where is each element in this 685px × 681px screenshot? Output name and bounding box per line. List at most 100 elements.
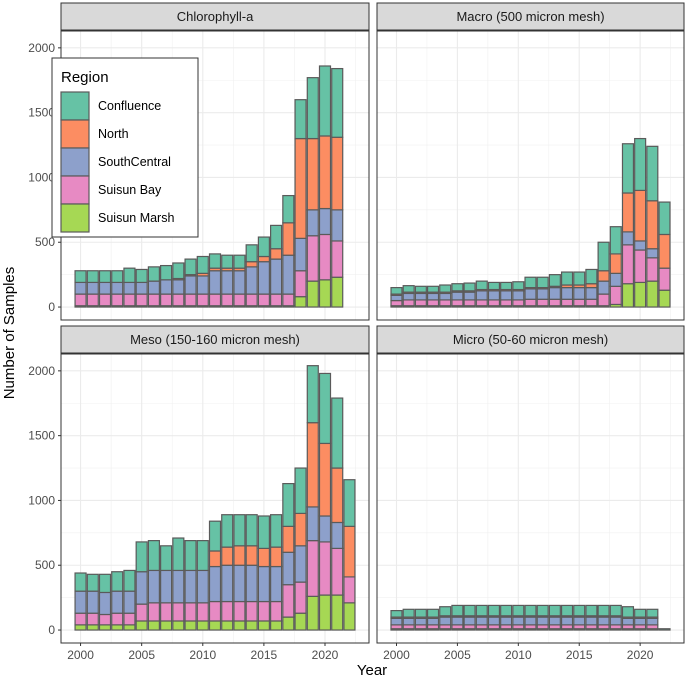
bar-segment xyxy=(123,569,136,592)
facet-strip xyxy=(376,325,685,354)
bar-segment xyxy=(257,236,270,258)
bar-segment xyxy=(318,372,332,445)
bar-segment xyxy=(111,624,124,631)
bar-segment xyxy=(245,261,258,268)
bar-segment xyxy=(135,571,148,605)
bar-segment xyxy=(98,613,112,626)
bar-segment xyxy=(123,624,136,631)
bar-segment xyxy=(439,284,452,293)
bar-segment xyxy=(270,600,283,622)
bar-segment xyxy=(257,515,270,549)
bar-segment xyxy=(621,231,635,246)
bar-segment xyxy=(282,254,295,295)
bar-segment xyxy=(463,616,476,626)
legend-label: North xyxy=(98,127,129,141)
bar-segment xyxy=(414,285,427,293)
bar-segment xyxy=(331,521,344,549)
bar-segment xyxy=(634,249,647,284)
y-tick-label: 1000 xyxy=(28,493,55,507)
bar-segment xyxy=(172,620,185,631)
bar-segment xyxy=(439,292,452,301)
bar-segment xyxy=(221,270,234,295)
bar-segment xyxy=(294,270,307,298)
bar-segment xyxy=(500,616,513,626)
bar-segment xyxy=(597,270,610,282)
x-tick-label: 2010 xyxy=(189,648,216,662)
y-axis-title: Number of Samples xyxy=(1,267,18,400)
bar-segment xyxy=(646,200,659,250)
bar-segment xyxy=(172,537,185,572)
bar-segment xyxy=(74,612,87,626)
bar-segment xyxy=(172,262,185,280)
bar-segment xyxy=(208,620,222,631)
bar-segment xyxy=(270,248,283,260)
bar-segment xyxy=(196,293,209,307)
bar-segment xyxy=(343,576,356,604)
bar-segment xyxy=(318,279,332,308)
x-tick-label: 2005 xyxy=(128,648,155,662)
bar-segment xyxy=(306,595,319,631)
bar-segment xyxy=(98,624,112,631)
bar-segment xyxy=(233,254,246,269)
bar-segment xyxy=(318,207,332,236)
bar-segment xyxy=(621,192,635,233)
bar-segment xyxy=(98,591,112,616)
legend-label: Suisun Bay xyxy=(98,183,162,197)
bar-segment xyxy=(196,602,209,622)
bar-segment xyxy=(306,365,319,424)
bar-segment xyxy=(343,602,356,631)
bar-segment xyxy=(282,525,295,553)
bar-segment xyxy=(98,270,112,284)
bar-segment xyxy=(463,604,476,617)
bar-segment xyxy=(221,514,234,548)
bar-segment xyxy=(414,608,427,618)
bar-segment xyxy=(245,266,258,295)
bar-segment xyxy=(257,293,270,307)
bar-segment xyxy=(123,612,136,626)
legend-key xyxy=(60,175,90,205)
bar-segment xyxy=(74,572,87,592)
bar-segment xyxy=(524,616,537,626)
facet-panel: Micro (50-60 micron mesh) 2000 2005 2010 201… xyxy=(376,325,685,662)
bar-segment xyxy=(536,604,549,617)
bar-segment xyxy=(147,266,160,282)
bar-segment xyxy=(573,287,586,300)
bar-segment xyxy=(585,604,598,617)
bar-segment xyxy=(294,467,307,515)
bar-segment xyxy=(111,590,124,614)
bar-segment xyxy=(500,290,513,301)
bar-segment xyxy=(172,293,185,307)
bar-segment xyxy=(123,281,136,295)
bar-segment xyxy=(221,620,234,631)
bar-segment xyxy=(500,281,513,291)
bar-segment xyxy=(524,288,537,300)
bar-segment xyxy=(573,271,586,286)
bar-segment xyxy=(609,226,622,255)
bar-segment xyxy=(451,604,464,617)
bar-segment xyxy=(233,545,246,566)
bar-segment xyxy=(221,254,234,269)
bar-segment xyxy=(573,604,586,617)
bar-segment xyxy=(609,285,622,306)
bar-segment xyxy=(282,194,295,224)
bar-segment xyxy=(111,270,124,284)
bar-segment xyxy=(208,253,222,269)
bar-segment xyxy=(208,293,222,307)
bar-segment xyxy=(331,467,344,524)
bar-segment xyxy=(245,514,258,547)
bar-segment xyxy=(331,547,344,596)
bar-segment xyxy=(402,617,415,626)
bar-segment xyxy=(536,276,549,289)
bar-segment xyxy=(475,616,488,626)
x-tick-label: 2000 xyxy=(383,648,410,662)
bar-segment xyxy=(233,564,246,603)
bar-segment xyxy=(172,602,185,622)
bar-segment xyxy=(221,564,234,603)
y-tick-label: 1500 xyxy=(28,106,55,120)
bar-segment xyxy=(160,293,173,307)
bar-segment xyxy=(160,569,173,604)
bar-segment xyxy=(208,565,222,603)
bar-segment xyxy=(86,293,99,307)
bar-segment xyxy=(135,281,148,295)
